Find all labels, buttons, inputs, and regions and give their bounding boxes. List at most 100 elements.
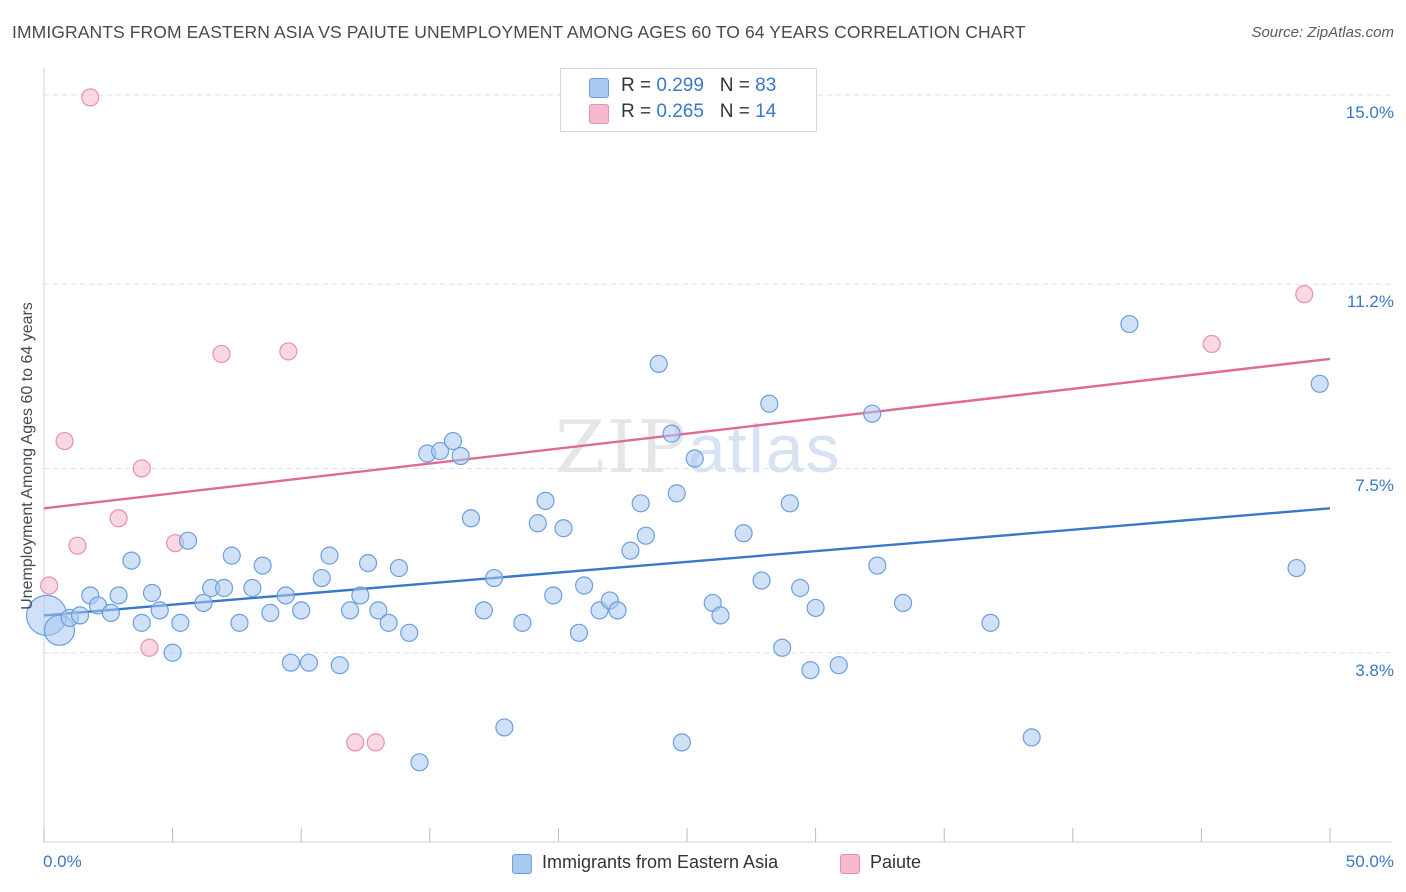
point-eastern-asia: [981, 613, 1000, 632]
point-eastern-asia: [461, 509, 481, 528]
source-credit: Source: ZipAtlas.com: [1251, 24, 1394, 41]
point-eastern-asia: [109, 586, 128, 605]
point-eastern-asia: [299, 653, 319, 672]
point-eastern-asia: [163, 643, 182, 662]
point-eastern-asia: [672, 733, 691, 752]
point-paiute: [366, 733, 385, 752]
point-eastern-asia: [178, 531, 198, 550]
point-eastern-asia: [261, 603, 280, 623]
point-eastern-asia: [631, 494, 650, 513]
point-paiute: [140, 638, 159, 657]
point-paiute: [132, 459, 151, 478]
point-paiute: [109, 509, 128, 528]
point-eastern-asia: [649, 354, 668, 373]
r-label: R =: [621, 75, 657, 96]
y-tick-label: 7.5%: [1355, 476, 1394, 496]
point-eastern-asia: [312, 568, 331, 588]
point-eastern-asia: [806, 598, 825, 618]
point-eastern-asia: [400, 623, 419, 642]
point-eastern-asia: [554, 519, 573, 538]
legend-swatch-eastern-asia: [512, 854, 532, 874]
point-eastern-asia: [243, 578, 262, 598]
point-eastern-asia: [292, 601, 311, 620]
point-eastern-asia: [150, 601, 169, 620]
point-eastern-asia: [351, 586, 370, 605]
r-value: 0.265: [656, 101, 704, 122]
point-eastern-asia: [711, 606, 730, 625]
point-eastern-asia: [358, 553, 378, 573]
point-eastern-asia: [171, 613, 190, 632]
legend-label-eastern-asia: Immigrants from Eastern Asia: [542, 852, 779, 872]
point-eastern-asia: [194, 593, 213, 613]
n-value: 14: [755, 101, 777, 122]
axes: [43, 68, 1392, 843]
n-label: N =: [719, 101, 756, 122]
r-value: 0.299: [656, 75, 704, 96]
point-eastern-asia: [142, 583, 162, 603]
point-eastern-asia: [868, 556, 887, 575]
point-paiute: [68, 536, 87, 555]
point-eastern-asia: [791, 578, 810, 598]
correlation-legend: R = 0.299 N = 83 R = 0.265 N = 14: [560, 68, 817, 132]
legend-swatch-paiute: [840, 854, 860, 874]
point-eastern-asia: [893, 593, 913, 613]
legend-swatch-eastern-asia: [589, 78, 609, 98]
point-eastern-asia: [474, 601, 493, 620]
y-axis-label: Unemployment Among Ages 60 to 64 years: [19, 302, 36, 610]
point-eastern-asia: [222, 546, 241, 565]
point-eastern-asia: [253, 556, 272, 575]
y-tick-label: 3.8%: [1355, 660, 1394, 680]
point-eastern-asia: [569, 623, 589, 642]
point-eastern-asia: [132, 613, 151, 632]
chart-title: IMMIGRANTS FROM EASTERN ASIA VS PAIUTE U…: [12, 22, 1026, 42]
point-eastern-asia: [829, 656, 848, 675]
r-label: R =: [621, 101, 657, 122]
legend-swatch-paiute: [589, 104, 609, 124]
point-eastern-asia: [773, 638, 792, 657]
point-eastern-asia: [276, 586, 295, 605]
point-paiute: [55, 431, 74, 451]
point-eastern-asia: [122, 551, 141, 570]
y-tick-label: 15.0%: [1345, 102, 1394, 122]
grid-lines: [44, 94, 1392, 654]
point-eastern-asia: [214, 578, 234, 598]
point-eastern-asia: [636, 526, 655, 545]
point-paiute: [212, 344, 231, 364]
point-eastern-asia: [101, 603, 120, 623]
n-label: N =: [719, 75, 756, 96]
point-eastern-asia: [1287, 558, 1306, 578]
point-eastern-asia: [320, 546, 339, 565]
point-eastern-asia: [451, 446, 470, 466]
point-eastern-asia: [760, 394, 779, 413]
point-eastern-asia: [734, 524, 753, 543]
point-eastern-asia: [340, 601, 360, 620]
y-tick-label: 11.2%: [1347, 292, 1394, 312]
point-paiute: [346, 733, 365, 752]
point-paiute: [81, 88, 100, 107]
point-eastern-asia: [667, 484, 686, 503]
legend-label-paiute: Paiute: [870, 852, 922, 872]
point-paiute: [1202, 334, 1221, 354]
point-eastern-asia: [281, 653, 301, 672]
point-eastern-asia: [536, 491, 555, 510]
x-tick-min: 0.0%: [43, 852, 82, 871]
point-eastern-asia: [495, 718, 514, 737]
x-tick-max: 50.0%: [1345, 852, 1394, 871]
point-eastern-asia: [389, 558, 409, 578]
point-eastern-asia: [513, 613, 532, 632]
point-eastern-asia: [330, 656, 349, 675]
trend-line-paiute: [43, 357, 1331, 510]
point-eastern-asia: [443, 431, 463, 451]
data-points: [25, 88, 1329, 772]
point-paiute: [40, 576, 59, 595]
n-value: 83: [755, 75, 777, 96]
point-eastern-asia: [1120, 314, 1139, 334]
point-eastern-asia: [863, 404, 882, 423]
point-eastern-asia: [780, 494, 799, 513]
point-eastern-asia: [230, 613, 249, 632]
point-eastern-asia: [369, 601, 388, 620]
trend-lines: [43, 357, 1331, 617]
point-eastern-asia: [528, 514, 547, 533]
point-eastern-asia: [752, 571, 771, 590]
